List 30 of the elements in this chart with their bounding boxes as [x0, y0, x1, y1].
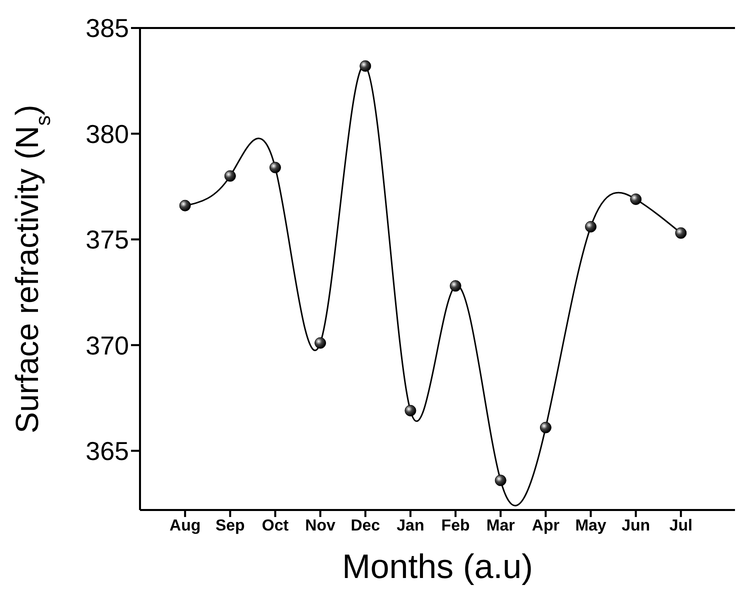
point — [675, 227, 687, 239]
x-tick-label: Aug — [170, 517, 201, 534]
x-tick-label: Jan — [396, 517, 424, 534]
point — [314, 337, 326, 349]
x-tick-label: Dec — [350, 517, 380, 534]
point — [494, 474, 506, 486]
point — [450, 280, 462, 292]
x-tick-label: Feb — [441, 517, 470, 534]
point — [540, 422, 552, 434]
x-axis-title: Months (a.u) — [342, 548, 533, 586]
x-tick-label: Nov — [305, 517, 336, 534]
x-tick-label: Oct — [262, 517, 290, 534]
x-tick-label: Jun — [622, 517, 650, 534]
y-tick-label: 380 — [86, 118, 129, 149]
point — [360, 60, 372, 72]
point — [630, 193, 642, 205]
point — [585, 220, 597, 232]
x-tick-label: Jul — [669, 517, 692, 534]
point — [269, 162, 281, 174]
point — [404, 404, 416, 416]
y-tick-label: 375 — [86, 224, 129, 255]
y-tick-label: 365 — [86, 436, 129, 466]
y-tick-label: 370 — [86, 330, 129, 360]
x-tick-label: May — [575, 517, 606, 534]
x-tick-label: Sep — [215, 517, 246, 534]
x-tick-label: Apr — [532, 517, 560, 534]
point — [224, 170, 236, 182]
x-tick-label: Mar — [486, 517, 515, 534]
point — [179, 200, 191, 212]
y-tick-label: 385 — [86, 13, 129, 44]
